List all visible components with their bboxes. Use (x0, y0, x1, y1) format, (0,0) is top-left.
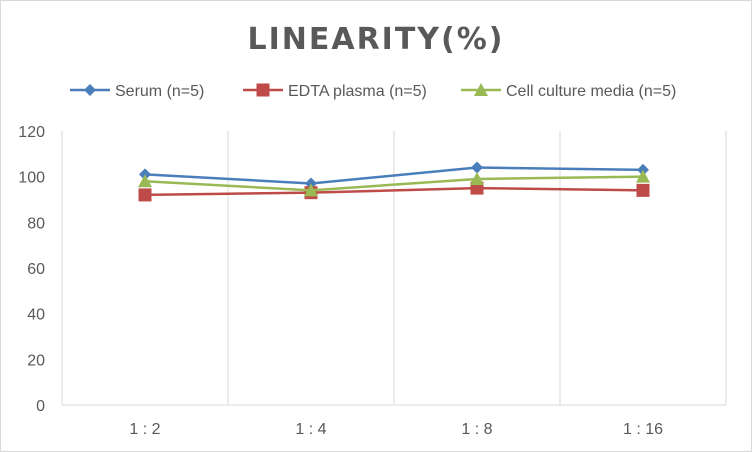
y-tick-label: 80 (27, 215, 45, 232)
legend-marker (474, 83, 488, 96)
y-tick-label: 0 (36, 398, 45, 415)
data-point (138, 174, 152, 188)
legend-marker (84, 84, 96, 96)
x-tick-label: 1 : 16 (623, 421, 663, 438)
series-3 (138, 169, 650, 197)
data-point (138, 188, 152, 202)
x-tick-label: 1 : 4 (295, 421, 326, 438)
y-axis-ticks: 0 20 40 60 80 100 120 (18, 124, 45, 415)
x-tick-label: 1 : 2 (129, 421, 160, 438)
y-tick-label: 20 (27, 352, 45, 369)
axes (61, 131, 726, 406)
legend-entry: EDTA plasma (n=5) (243, 83, 427, 100)
legend-label: EDTA plasma (n=5) (288, 83, 427, 100)
data-point (636, 183, 650, 197)
data-point (470, 171, 484, 185)
series-line (144, 166, 644, 185)
legend-marker (256, 83, 270, 97)
legend-label: Cell culture media (n=5) (506, 83, 676, 100)
data-point (304, 183, 318, 197)
legend-entry: Cell culture media (n=5) (461, 83, 676, 100)
x-tick-label: 1 : 8 (461, 421, 492, 438)
y-tick-label: 60 (27, 261, 45, 278)
data-point (471, 161, 483, 174)
y-tick-label: 120 (18, 124, 45, 141)
y-tick-label: 100 (18, 170, 45, 187)
x-axis-ticks: 1 : 2 1 : 4 1 : 8 1 : 16 (129, 421, 663, 438)
gridlines (227, 131, 727, 405)
legend-label: Serum (n=5) (115, 83, 204, 100)
chart-title: LINEARITY(%) (247, 22, 504, 57)
chart-legend: Serum (n=5) EDTA plasma (n=5) Cell culture… (70, 83, 676, 100)
data-point (636, 169, 650, 183)
y-tick-label: 40 (27, 307, 45, 324)
series-group (138, 161, 650, 202)
legend-entry: Serum (n=5) (70, 83, 204, 100)
series-line (144, 186, 644, 197)
series-line (144, 175, 644, 192)
